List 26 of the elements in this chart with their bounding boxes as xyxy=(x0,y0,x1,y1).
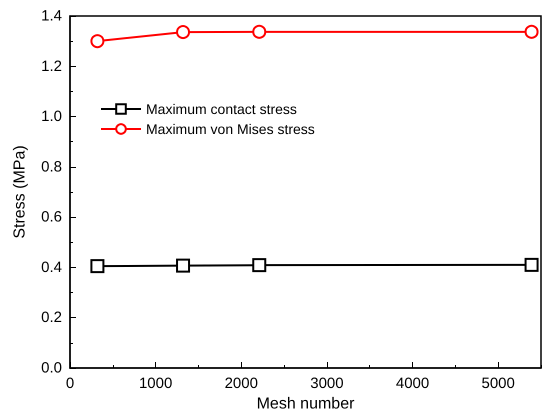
y-axis-title: Stress (MPa) xyxy=(12,145,28,239)
y-tick-label: 0.6 xyxy=(41,208,62,226)
point xyxy=(524,24,539,39)
y-tick-label: 0.2 xyxy=(41,309,62,326)
point xyxy=(524,258,539,272)
x-tick-label: 0 xyxy=(66,375,74,392)
point xyxy=(252,24,266,39)
y-tick-label: 1.4 xyxy=(41,8,62,24)
x-axis-title: Mesh number xyxy=(256,396,356,412)
legend-label: Maximum contact stress xyxy=(146,101,297,117)
legend-label: Maximum von Mises stress xyxy=(146,121,315,137)
x-tick-label: 5000 xyxy=(481,375,515,392)
point xyxy=(90,34,104,48)
x-tick-label: 3000 xyxy=(310,375,344,392)
y-tick-label: 1.2 xyxy=(41,58,62,75)
x-tick-label: 4000 xyxy=(396,375,430,392)
x-tick-label: 1000 xyxy=(138,375,172,392)
y-tick-label: 1.0 xyxy=(41,108,62,126)
y-tick-label: 0.8 xyxy=(41,158,62,176)
point xyxy=(176,258,190,273)
y-tick-label: 0.4 xyxy=(41,258,62,276)
point xyxy=(252,258,266,272)
point xyxy=(90,259,104,274)
y-tick-label: 0.0 xyxy=(41,360,62,376)
point xyxy=(176,25,190,40)
x-tick-label: 2000 xyxy=(224,375,258,392)
